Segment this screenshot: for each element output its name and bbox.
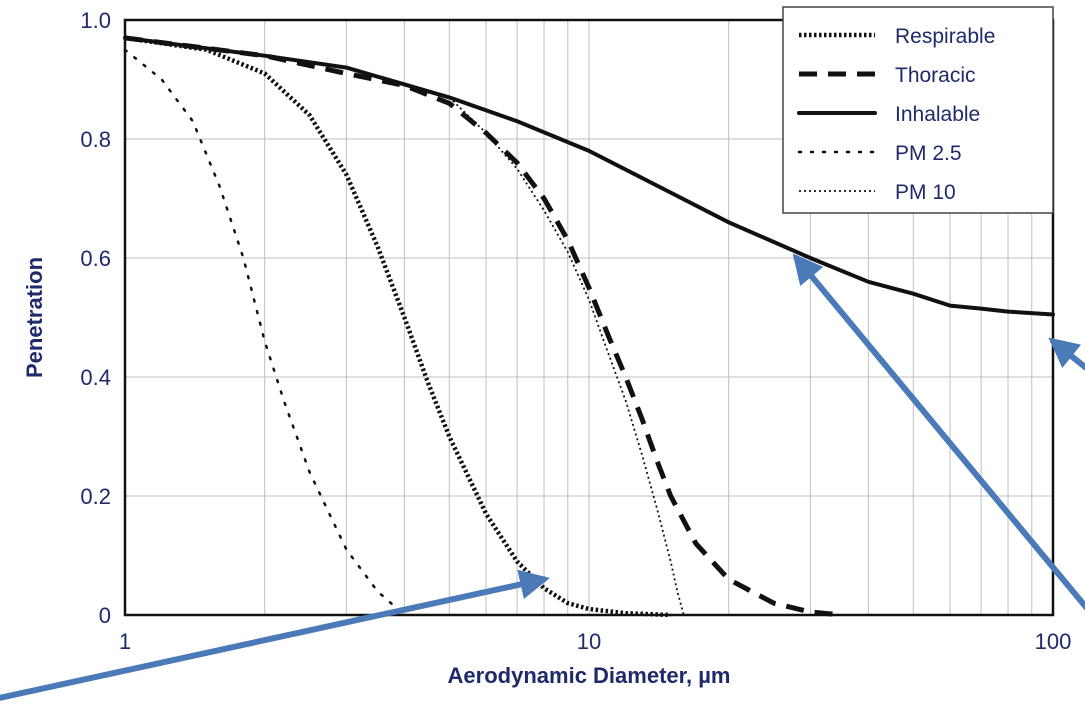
series-group xyxy=(123,35,1055,618)
plot-frame xyxy=(123,18,1055,617)
annotation-arrow xyxy=(792,253,1085,611)
legend-box xyxy=(782,6,1054,214)
series-line-thoracic xyxy=(124,35,842,618)
x-tick-label: 100 xyxy=(1035,629,1072,654)
tick-labels: 0 0.2 0.4 0.6 0.8 1.0 1 10 100 xyxy=(80,8,1071,654)
y-tick-label: 0.8 xyxy=(80,127,111,152)
y-tick-label: 1.0 xyxy=(80,8,111,33)
y-tick-label: 0 xyxy=(99,603,111,628)
y-axis-title: Penetration xyxy=(22,257,47,378)
legend-label: PM 10 xyxy=(895,181,956,204)
y-tick-label: 0.2 xyxy=(80,484,111,509)
series-line-inhalable xyxy=(123,35,1055,317)
legend-label: Respirable xyxy=(895,25,995,48)
annotation-arrow xyxy=(1048,337,1085,371)
annotation-arrows xyxy=(0,253,1085,701)
legend-label: Thoracic xyxy=(895,64,976,87)
x-tick-label: 10 xyxy=(577,629,601,654)
x-tick-label: 1 xyxy=(119,629,131,654)
y-tick-label: 0.4 xyxy=(80,365,111,390)
x-axis-title: Aerodynamic Diameter, µm xyxy=(448,663,731,688)
legend-label: Inhalable xyxy=(895,103,980,126)
series-line-pm-10 xyxy=(448,96,685,616)
legend: Respirable Thoracic Inhalable PM 2.5 PM 10 xyxy=(782,6,1054,214)
legend-label: PM 2.5 xyxy=(895,142,962,165)
annotation-arrow xyxy=(0,569,550,701)
series-line-respirable xyxy=(124,35,671,618)
y-tick-label: 0.6 xyxy=(80,246,111,271)
